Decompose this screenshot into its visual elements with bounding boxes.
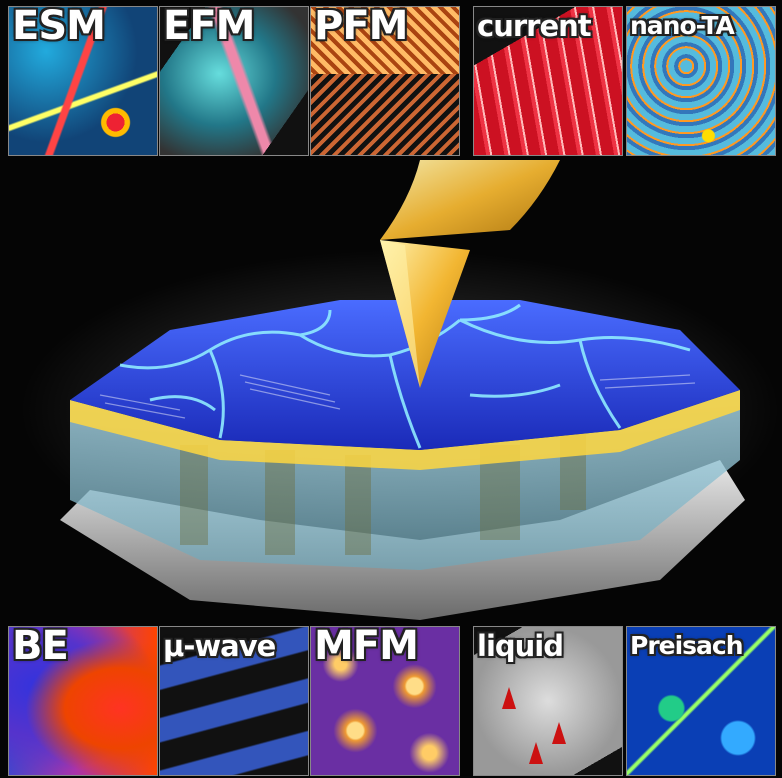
current-tile: current <box>473 6 623 156</box>
current-label: current <box>477 9 592 43</box>
efm-label: EFM <box>163 6 255 49</box>
preisach-tile: Preisach <box>626 626 776 776</box>
microwave-tile: μ-wave <box>159 626 309 776</box>
nano-ta-tile: nano-TA <box>626 6 776 156</box>
liquid-peak <box>502 687 516 709</box>
scene-illustration <box>20 160 780 620</box>
cantilever <box>380 160 560 240</box>
esm-tile: ESM <box>8 6 158 156</box>
liquid-peak <box>552 722 566 744</box>
efm-tile: EFM <box>159 6 309 156</box>
nano-ta-label: nano-TA <box>630 11 735 40</box>
pfm-label: PFM <box>314 6 408 49</box>
be-label: BE <box>12 626 69 669</box>
pfm-tile: PFM <box>310 6 460 156</box>
afm-tip-scene <box>0 160 782 624</box>
liquid-label: liquid <box>477 629 564 663</box>
surface-highlights <box>99 374 696 419</box>
preisach-label: Preisach <box>630 631 744 660</box>
esm-label: ESM <box>12 6 106 49</box>
mfm-tile: MFM <box>310 626 460 776</box>
film-edge <box>70 390 740 470</box>
probe-tip-highlight <box>380 240 420 388</box>
be-tile: BE <box>8 626 158 776</box>
mfm-label: MFM <box>314 626 419 669</box>
liquid-tile: liquid <box>473 626 623 776</box>
liquid-peak <box>529 742 543 764</box>
particle-columns <box>180 430 586 555</box>
grain-boundaries <box>119 303 691 449</box>
microwave-label: μ-wave <box>163 629 276 663</box>
